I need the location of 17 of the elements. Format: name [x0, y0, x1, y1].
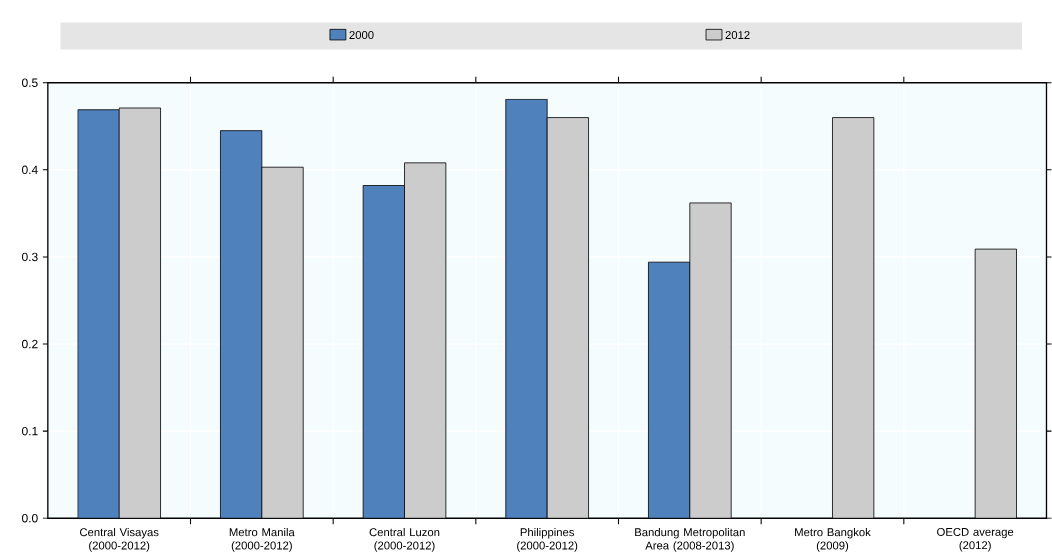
x-tick-label: Metro Bangkok (2009): [795, 527, 871, 552]
x-tick-label: Metro Manila (2000-2012): [229, 527, 295, 552]
x-tick-label: Central Visayas (2000-2012): [80, 527, 159, 552]
legend-label: 2012: [725, 30, 750, 39]
x-tick-label: Central Luzon (2000-2012): [369, 527, 440, 552]
x-tick-label: Philippines (2000-2012): [517, 527, 578, 552]
x-tick-label: OECD average (2012): [937, 527, 1014, 552]
y-tick-label: 0.5: [22, 78, 38, 87]
bar: [974, 248, 1017, 519]
y-tick-label: 0.3: [22, 252, 38, 262]
legend-label: 2000: [349, 30, 374, 39]
y-tick-label: 0.0: [22, 513, 38, 523]
bar: [832, 117, 875, 519]
y-tick-label: 0.2: [22, 339, 38, 349]
y-tick-label: 0.1: [22, 426, 38, 436]
y-tick-label: 0.4: [22, 165, 38, 174]
x-tick-label: Bandung Metropolitan Area (2008-2013): [635, 527, 745, 552]
